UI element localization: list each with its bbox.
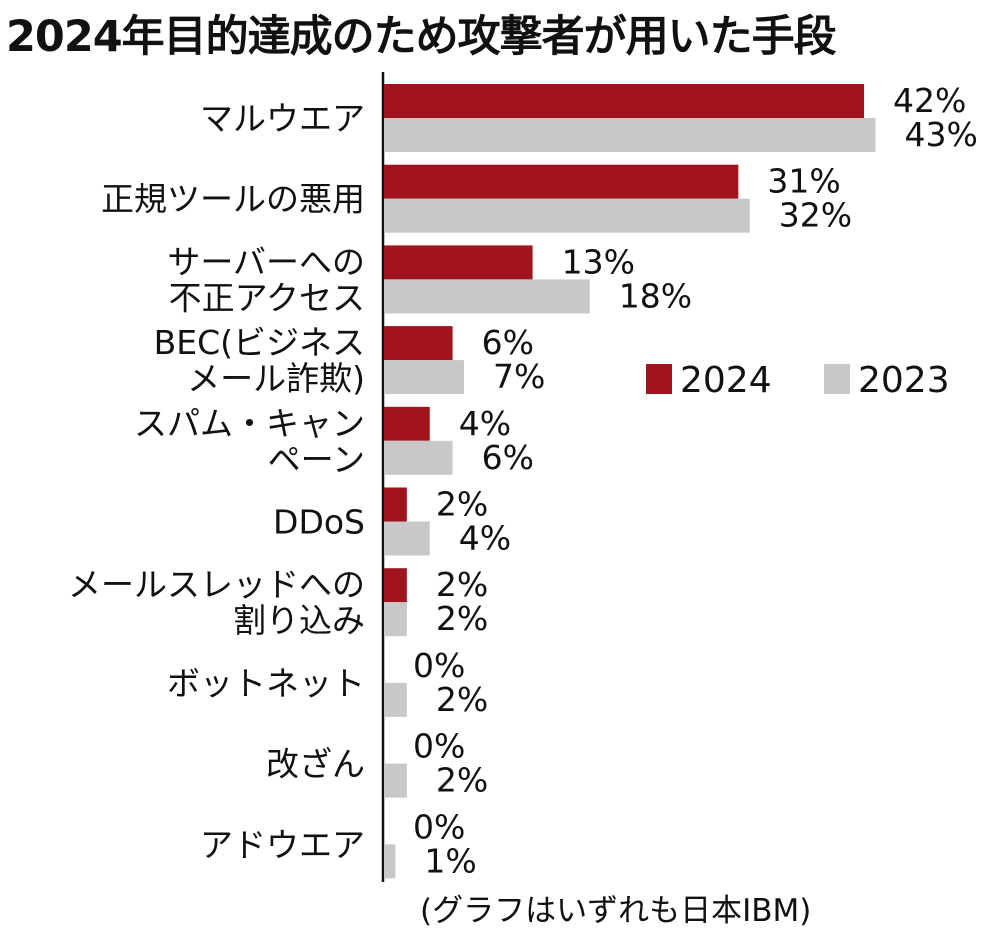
- category-label: BEC(ビジネスメール詐欺): [154, 323, 365, 398]
- bar-2023-2: [384, 198, 750, 233]
- category-label: マルウエア: [200, 99, 365, 138]
- value-label-2023: 6%: [482, 438, 534, 477]
- chart-title: 2024年目的達成のため攻撃者が用いた手段: [6, 12, 837, 62]
- bar-2023-7: [384, 602, 407, 637]
- value-label-2024: 0%: [413, 807, 465, 846]
- bar-2024-1: [384, 84, 865, 118]
- category-label: サーバーへの不正アクセス: [167, 242, 365, 317]
- bar-2023-5: [384, 440, 453, 475]
- value-label-2024: 0%: [413, 646, 465, 685]
- bar-2024-3: [384, 245, 533, 280]
- value-label-2024: 6%: [482, 323, 534, 362]
- bar-2023-10: [384, 844, 396, 879]
- bar-2023-6: [384, 521, 430, 556]
- value-label-2023: 2%: [436, 599, 488, 638]
- bar-2023-1: [384, 118, 876, 152]
- category-label: DDoS: [273, 503, 365, 542]
- value-label-2023: 18%: [619, 276, 692, 315]
- legend-label-2023: 2023: [858, 360, 950, 401]
- bar-2024-2: [384, 164, 739, 199]
- value-label-2023: 32%: [779, 196, 852, 235]
- bar-2024-4: [384, 326, 453, 361]
- bar-2023-8: [384, 682, 407, 717]
- bar-2023-4: [384, 360, 465, 395]
- value-label-2024: 2%: [436, 485, 488, 524]
- category-label: 改ざん: [266, 745, 365, 784]
- source-note: (グラフはいずれも日本IBM): [420, 893, 812, 929]
- value-label-2023: 4%: [459, 519, 511, 558]
- legend-swatch-2024: [646, 364, 672, 394]
- value-label-2024: 4%: [459, 404, 511, 443]
- value-label-2023: 1%: [424, 841, 476, 880]
- legend-swatch-2023: [824, 364, 850, 394]
- legend-label-2024: 2024: [680, 360, 772, 401]
- value-label-2023: 2%: [436, 761, 488, 800]
- category-label: 正規ツールの悪用: [101, 180, 365, 219]
- value-label-2023: 2%: [436, 680, 488, 719]
- value-label-2024: 2%: [436, 565, 488, 604]
- bar-2023-3: [384, 279, 590, 314]
- bar-2023-9: [384, 763, 407, 798]
- category-label: ボットネット: [167, 664, 365, 703]
- value-label-2024: 42%: [893, 81, 966, 120]
- category-label: スパム・キャンペーン: [134, 404, 365, 479]
- value-label-2024: 13%: [562, 242, 635, 281]
- bar-2024-6: [384, 487, 407, 522]
- value-label-2023: 7%: [493, 357, 545, 396]
- bar-2024-7: [384, 568, 407, 603]
- value-label-2024: 31%: [767, 162, 840, 201]
- bar-2024-5: [384, 406, 430, 441]
- category-label: メールスレッドへの割り込み: [68, 565, 365, 640]
- category-label: アドウエア: [200, 825, 365, 864]
- value-label-2024: 0%: [413, 727, 465, 766]
- value-label-2023: 43%: [904, 115, 977, 154]
